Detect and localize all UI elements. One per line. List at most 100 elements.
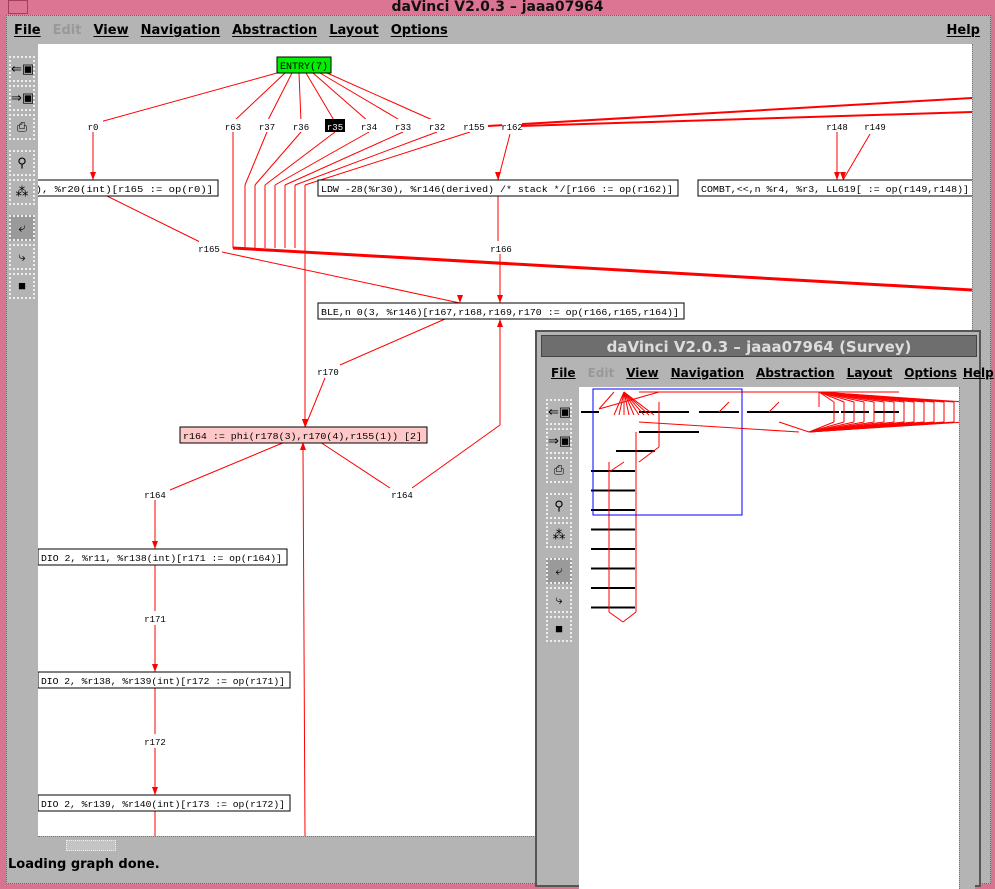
save-graph-button[interactable]: ⇒▣ — [9, 85, 35, 111]
arrowhead — [152, 664, 158, 672]
edge-label-r35: r35 — [327, 123, 343, 133]
node-label-n165: r0), %r20(int)[r165 := op(r0)] — [38, 184, 213, 195]
layout-icon: ⁂ — [15, 184, 29, 199]
follow-edge-alt-button[interactable]: ⤷ — [9, 244, 35, 270]
follow-edge-button[interactable]: ⤶ — [546, 558, 572, 584]
layout-button[interactable]: ⁂ — [9, 179, 35, 205]
survey-edge — [622, 611, 637, 623]
print-button[interactable]: ⎙ — [546, 457, 572, 483]
survey-canvas[interactable] — [579, 387, 959, 889]
survey-window[interactable]: daVinci V2.0.3 – jaaa07964 (Survey) File… — [535, 330, 994, 889]
print-button[interactable]: ⎙ — [9, 114, 35, 140]
edge — [319, 441, 391, 489]
node-box-nble — [317, 302, 685, 320]
edge — [254, 131, 302, 186]
survey-edge — [768, 401, 780, 413]
survey-title: daVinci V2.0.3 – jaaa07964 (Survey) — [606, 338, 912, 356]
edge — [294, 131, 438, 186]
edge-label-r34: r34 — [361, 123, 377, 133]
survey-menu-options[interactable]: Options — [904, 366, 957, 380]
status-text: Loading graph done. — [8, 857, 160, 872]
survey-viewport-rect[interactable] — [592, 388, 743, 516]
edge-label-bg — [464, 119, 484, 132]
edge-label-r149: r149 — [864, 123, 886, 133]
menu-layout[interactable]: Layout — [329, 22, 379, 38]
edge — [106, 195, 201, 243]
edge — [244, 131, 268, 186]
menu-bar: File Edit View Navigation Abstraction La… — [8, 18, 990, 42]
follow-edge-alt-button[interactable]: ⤷ — [546, 587, 572, 613]
edge-label-bg — [199, 241, 219, 254]
layout-icon: ⁂ — [552, 527, 566, 542]
follow-edge-alt-icon: ⤷ — [555, 592, 563, 607]
survey-edge — [638, 421, 800, 433]
edge — [339, 318, 446, 366]
menu-view[interactable]: View — [93, 22, 129, 38]
survey-edge — [623, 391, 630, 416]
edge-label-r165: r165 — [198, 245, 220, 255]
stop-icon: ■ — [18, 278, 26, 293]
menu-abstraction[interactable]: Abstraction — [232, 22, 318, 38]
follow-edge-alt-icon: ⤷ — [18, 249, 26, 264]
edge — [266, 72, 293, 123]
survey-menu-file[interactable]: File — [551, 366, 576, 380]
edge-label-bg — [257, 119, 277, 132]
edge — [411, 424, 501, 489]
survey-vertical-scrollbar[interactable] — [959, 387, 975, 889]
node-box-n172 — [38, 671, 291, 689]
node-box-n173 — [38, 794, 291, 812]
edge-label-r37: r37 — [259, 123, 275, 133]
menu-options[interactable]: Options — [390, 22, 448, 38]
menu-help[interactable]: Help — [946, 22, 980, 38]
print-icon: ⎙ — [553, 462, 565, 477]
arrowhead — [834, 172, 840, 180]
stop-button[interactable]: ■ — [9, 273, 35, 299]
survey-menu-help[interactable]: Help — [962, 366, 994, 380]
save-graph-button[interactable]: ⇒▣ — [546, 428, 572, 454]
node-label-nble: BLE,n 0(3, %r146)[r167,r168,r169,r170 :=… — [321, 307, 679, 318]
stop-button[interactable]: ■ — [546, 616, 572, 642]
arrowhead — [302, 419, 308, 427]
load-graph-icon: ⇐▣ — [548, 404, 572, 419]
window-title: daVinci V2.0.3 – jaaa07964 — [391, 0, 604, 15]
survey-toolbar: ⇐▣ ⇒▣ ⎙ ⚲ ⁂ ⤶ ⤷ ■ — [545, 397, 575, 645]
load-graph-button[interactable]: ⇐▣ — [546, 399, 572, 425]
edge-label-bg — [393, 119, 413, 132]
zoom-button[interactable]: ⚲ — [9, 150, 35, 176]
zoom-button[interactable]: ⚲ — [546, 493, 572, 519]
edge — [232, 246, 972, 292]
survey-menu-edit: Edit — [587, 366, 615, 380]
menu-file[interactable]: File — [14, 22, 41, 38]
edge-label-r162: r162 — [501, 123, 523, 133]
follow-edge-button[interactable]: ⤶ — [9, 215, 35, 241]
survey-menu-layout[interactable]: Layout — [846, 366, 893, 380]
survey-edge — [608, 611, 624, 623]
edge — [304, 131, 471, 186]
survey-edge — [623, 391, 650, 416]
edge — [326, 72, 438, 123]
arrowhead — [90, 172, 96, 180]
survey-title-bar[interactable]: daVinci V2.0.3 – jaaa07964 (Survey) — [541, 335, 977, 357]
edge — [519, 111, 972, 127]
node-label-n171: DIO 2, %r11, %r138(int)[r171 := op(r164)… — [41, 553, 282, 564]
edge — [284, 131, 404, 186]
scroll-thumb[interactable] — [66, 840, 116, 851]
edge-label-bg — [223, 119, 243, 132]
window-menu-button[interactable] — [8, 0, 28, 14]
survey-menu-view[interactable]: View — [626, 366, 659, 380]
edge-label-r164b: r164 — [391, 491, 413, 501]
node-label-n173: DIO 2, %r139, %r140(int)[r173 := op(r172… — [41, 799, 285, 810]
edge-label-r155: r155 — [463, 123, 485, 133]
survey-menu-navigation[interactable]: Navigation — [670, 366, 745, 380]
edge-label-r33: r33 — [395, 123, 411, 133]
follow-edge-icon: ⤶ — [18, 220, 26, 235]
window-title-bar[interactable]: daVinci V2.0.3 – jaaa07964 — [0, 0, 995, 15]
edge-label-bg — [325, 119, 345, 132]
layout-button[interactable]: ⁂ — [546, 522, 572, 548]
menu-edit: Edit — [52, 22, 82, 38]
edge — [264, 131, 336, 186]
menu-navigation[interactable]: Navigation — [140, 22, 221, 38]
survey-edge — [623, 391, 645, 416]
load-graph-button[interactable]: ⇐▣ — [9, 56, 35, 82]
survey-menu-abstraction[interactable]: Abstraction — [756, 366, 835, 380]
